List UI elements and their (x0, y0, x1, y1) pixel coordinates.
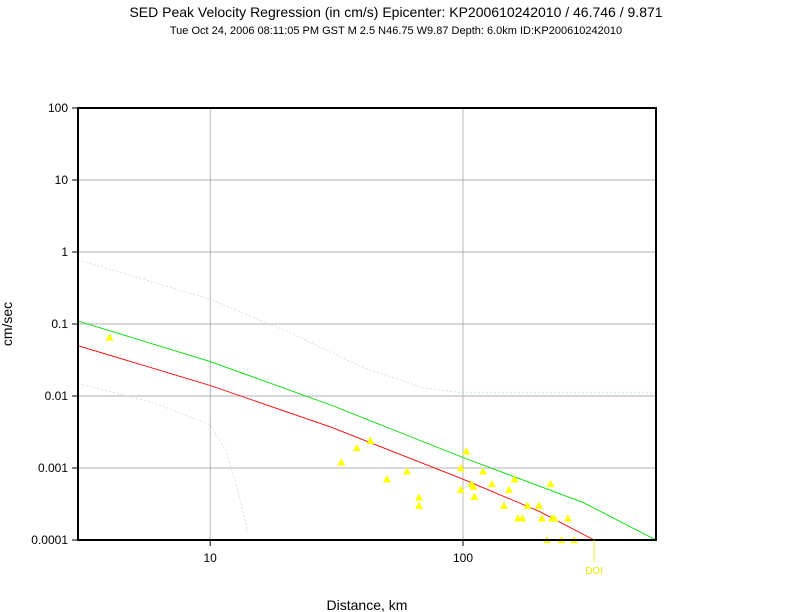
data-point (462, 447, 471, 455)
y-tick-label: 100 (48, 101, 68, 115)
y-axis-label: cm/sec (0, 302, 15, 346)
data-point (382, 475, 391, 483)
y-tick-label: 10 (55, 173, 69, 187)
data-point (499, 501, 508, 509)
data-point (487, 479, 496, 488)
data-point (456, 464, 465, 472)
data-points (105, 333, 579, 544)
doi-label: DOI (585, 566, 603, 577)
axis-ticks: 100 10 1 0.1 0.01 0.001 0.0001 10 100 (31, 101, 473, 565)
data-point (535, 501, 544, 509)
data-point (479, 467, 488, 475)
regression-line (77, 345, 595, 541)
y-tick-label: 0.001 (38, 461, 68, 475)
chart-lines (77, 259, 657, 541)
grid (78, 108, 656, 540)
y-tick-label: 0.01 (45, 389, 69, 403)
data-point (550, 514, 559, 522)
data-point (523, 501, 532, 509)
y-tick-label: 0.1 (51, 317, 68, 331)
y-tick-label: 0.0001 (31, 533, 68, 547)
data-point (510, 475, 519, 483)
x-axis-label: Distance, km (327, 597, 408, 612)
bound-upper-line (77, 259, 656, 394)
data-point (402, 467, 411, 475)
data-point (469, 482, 478, 490)
data-point (337, 458, 346, 466)
fit-upper-line (77, 320, 657, 541)
data-point (456, 485, 465, 493)
x-tick-label: 10 (204, 551, 218, 565)
chart-subtitle: Tue Oct 24, 2006 08:11:05 PM GST M 2.5 N… (169, 25, 623, 37)
data-point (415, 493, 424, 501)
data-point (366, 436, 375, 444)
data-point (415, 501, 424, 509)
y-tick-label: 1 (61, 245, 68, 259)
data-point (563, 514, 572, 522)
doi-marker: DOI (585, 540, 603, 577)
bound-lower-line (77, 382, 249, 532)
x-tick-label: 100 (453, 551, 473, 565)
chart-title: SED Peak Velocity Regression (in cm/s) E… (129, 4, 663, 20)
data-point (504, 485, 513, 493)
data-point (105, 333, 114, 341)
data-point (537, 514, 546, 522)
data-point (518, 514, 527, 522)
data-point (470, 492, 479, 500)
data-point (546, 479, 555, 488)
data-point (352, 443, 361, 452)
